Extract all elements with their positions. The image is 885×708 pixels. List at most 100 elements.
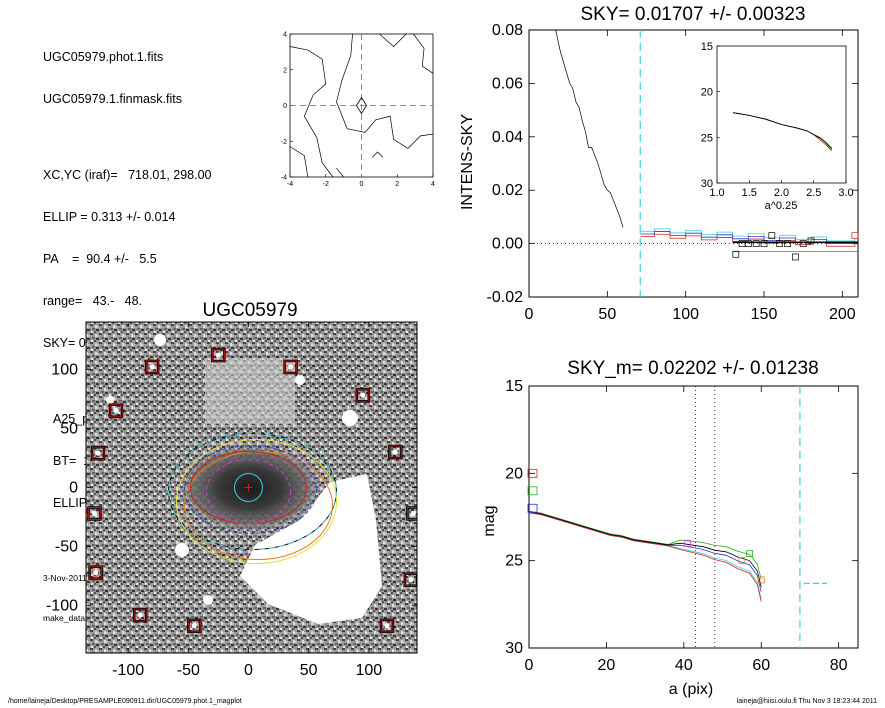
masked-star-marker-red (91, 446, 105, 460)
y-tick-label: 0.00 (492, 236, 523, 253)
x-tick-label: 4 (431, 181, 435, 188)
sky-sample-marker (807, 237, 815, 245)
y-tick-label: 0 (283, 103, 287, 110)
star-core (191, 623, 197, 629)
x-tick-label: -2 (323, 181, 329, 188)
y-tick-label: -2 (281, 139, 287, 146)
mag-plot-frame (528, 385, 859, 649)
contour-line (371, 151, 384, 158)
x-tick-label: 150 (751, 306, 778, 323)
masked-star-marker-red (388, 445, 402, 459)
star-core (384, 623, 390, 629)
mag-plot-title: SKY_m= 0.02202 +/- 0.01238 (567, 358, 818, 379)
center-marker (356, 96, 367, 115)
ellipticity: ELLIP = 0.313 +/- 0.014 (43, 210, 176, 224)
mag-plot-ylabel: mag (481, 505, 498, 536)
sky-plot-frame (528, 29, 859, 298)
contour-ticks: -4 -2 0 2 4 4 2 0 -2 -4 (281, 32, 435, 189)
file-name: UGC05979.phot.1.fits (43, 50, 164, 64)
masked-star-marker-red (356, 388, 370, 402)
star-core (360, 392, 366, 398)
sky-sample-marker (851, 232, 859, 239)
x-tick-label: 20 (598, 657, 616, 674)
sky-sample-marker (776, 240, 784, 247)
red-sky-step (640, 233, 856, 247)
contour-lines (289, 33, 434, 178)
contour-line (289, 146, 309, 178)
y-tick-label: -0.02 (487, 289, 524, 306)
y-tick-label: -4 (281, 175, 287, 182)
x-tick-label: -4 (287, 181, 293, 188)
mag-marker (757, 576, 765, 584)
x-tick-label: -50 (177, 662, 200, 679)
magenta-ellipse (205, 459, 291, 524)
mag-marker (738, 557, 746, 565)
fit-range: range= 43.- 48. (43, 294, 143, 308)
y-tick-label: 0.06 (492, 75, 523, 92)
mag-profile (528, 510, 762, 580)
x-tick-label: 0 (244, 662, 253, 679)
x-tick-label: 60 (752, 657, 770, 674)
y-tick-label: 50 (60, 420, 78, 437)
center-coords: XC,YC (iraf)= 718.01, 298.00 (43, 168, 212, 182)
mag-plot-xlabel: a (pix) (669, 681, 713, 698)
sky-sample-marker (768, 232, 776, 239)
star-core (149, 364, 155, 370)
inset-frame (716, 45, 847, 184)
y-tick-label: 0.08 (492, 22, 523, 39)
sky-plot-title: SKY= 0.01707 +/- 0.00323 (580, 4, 805, 25)
y-tick-label: 20 (505, 465, 523, 482)
mag-plot: SKY_m= 0.02202 +/- 0.01238 mag a (pix) 0… (481, 358, 859, 698)
x-tick-label: 50 (598, 306, 616, 323)
footer-user: laineja@hiisi.oulu.fi Thu Nov 3 18:23:44… (736, 698, 877, 705)
x-tick-label: 0 (525, 657, 534, 674)
position-angle: PA = 90.4 +/- 5.5 (43, 252, 157, 266)
intensity-profile (555, 29, 624, 228)
masked-star-marker-red (187, 619, 201, 633)
y-tick-label: 100 (51, 361, 78, 378)
contour-line (379, 33, 407, 47)
blue-ellipse (183, 445, 317, 534)
masked-region (240, 474, 382, 624)
contour-line (336, 33, 434, 149)
footer-path: /home/laineja/Desktop/PRESAMPLE090911.di… (8, 698, 242, 705)
sky-sample-marker (791, 253, 799, 261)
star-core (392, 449, 398, 455)
inset-y-tick-label: 25 (701, 132, 713, 144)
star-core (95, 450, 101, 456)
x-tick-label: 0 (360, 181, 364, 188)
inset-x-tick-label: 1.0 (709, 187, 724, 199)
masked-star-marker-red (406, 507, 417, 521)
contour-plot: -4 -2 0 2 4 4 2 0 -2 -4 (281, 32, 435, 189)
mag-marker (684, 539, 692, 547)
total-mag-marker (527, 468, 538, 478)
star-core (137, 612, 143, 618)
inset-x-tick-label: 2.0 (774, 187, 789, 199)
masked-star-marker-red (109, 404, 123, 418)
image-ticks: -100 -50 0 50 100 100 50 0 -50 -100 (46, 322, 417, 679)
y-tick-label: 0.04 (492, 129, 523, 146)
galaxy-title: UGC05979 (202, 300, 297, 321)
sky-inset: 1.0 1.5 2.0 2.5 3.0 15 20 25 30 a^0.25 (701, 41, 854, 212)
mask-file-name: UGC05979.1.finmask.fits (43, 92, 182, 106)
x-tick-label: 0 (525, 306, 534, 323)
masked-star-marker-red (87, 507, 101, 521)
inset-profile (733, 112, 833, 150)
sky-sample-marker (760, 240, 768, 247)
star-core (93, 570, 99, 576)
inset-x-tick-label: 1.5 (742, 187, 757, 199)
x-tick-label: 80 (830, 657, 848, 674)
x-tick-label: 50 (300, 662, 318, 679)
inset-y-tick-label: 30 (701, 178, 713, 190)
sky-plot-ylabel: INTENS-SKY (459, 114, 476, 210)
inset-x-tick-label: 2.5 (806, 187, 821, 199)
total-mag-marker (527, 486, 538, 496)
masked-star-marker-red (145, 360, 159, 374)
inset-xlabel: a^0.25 (765, 200, 798, 212)
star-core (410, 511, 416, 517)
y-tick-label: 2 (283, 67, 287, 74)
masked-star-marker-red (284, 360, 298, 374)
star-core (91, 511, 97, 517)
center-circle (233, 473, 263, 502)
